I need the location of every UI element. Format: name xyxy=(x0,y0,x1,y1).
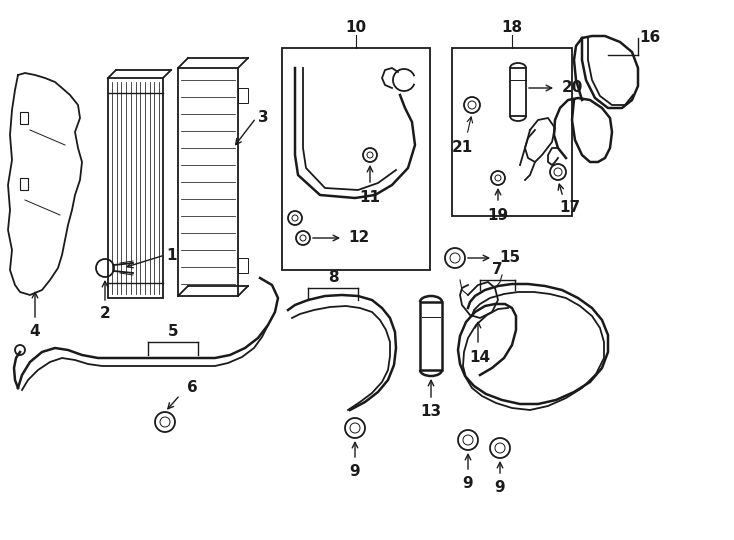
Text: 18: 18 xyxy=(501,21,523,36)
Text: 19: 19 xyxy=(487,208,509,224)
Bar xyxy=(420,302,442,370)
Bar xyxy=(178,68,238,296)
Bar xyxy=(238,258,248,273)
Text: 9: 9 xyxy=(495,481,505,496)
Bar xyxy=(282,48,430,270)
Text: 12: 12 xyxy=(349,231,370,246)
Bar xyxy=(108,78,163,298)
Text: 13: 13 xyxy=(421,404,442,420)
Text: 7: 7 xyxy=(492,262,502,278)
Text: 5: 5 xyxy=(167,325,178,340)
Text: 17: 17 xyxy=(559,200,581,215)
Text: 10: 10 xyxy=(346,21,366,36)
Text: 20: 20 xyxy=(562,80,583,96)
Text: 9: 9 xyxy=(462,476,473,491)
Text: 1: 1 xyxy=(167,247,177,262)
Text: 15: 15 xyxy=(499,251,520,266)
Text: 11: 11 xyxy=(360,190,380,205)
Bar xyxy=(510,68,526,116)
Bar xyxy=(20,112,28,124)
Bar xyxy=(20,178,28,190)
Text: 4: 4 xyxy=(29,325,40,340)
Text: 16: 16 xyxy=(639,30,661,45)
Text: 21: 21 xyxy=(451,140,473,156)
Text: 8: 8 xyxy=(327,271,338,286)
Text: 3: 3 xyxy=(258,111,269,125)
Bar xyxy=(452,48,572,216)
Text: 14: 14 xyxy=(470,350,490,366)
Text: 2: 2 xyxy=(100,307,110,321)
Bar xyxy=(238,88,248,103)
Text: 9: 9 xyxy=(349,464,360,480)
Text: 6: 6 xyxy=(186,381,197,395)
